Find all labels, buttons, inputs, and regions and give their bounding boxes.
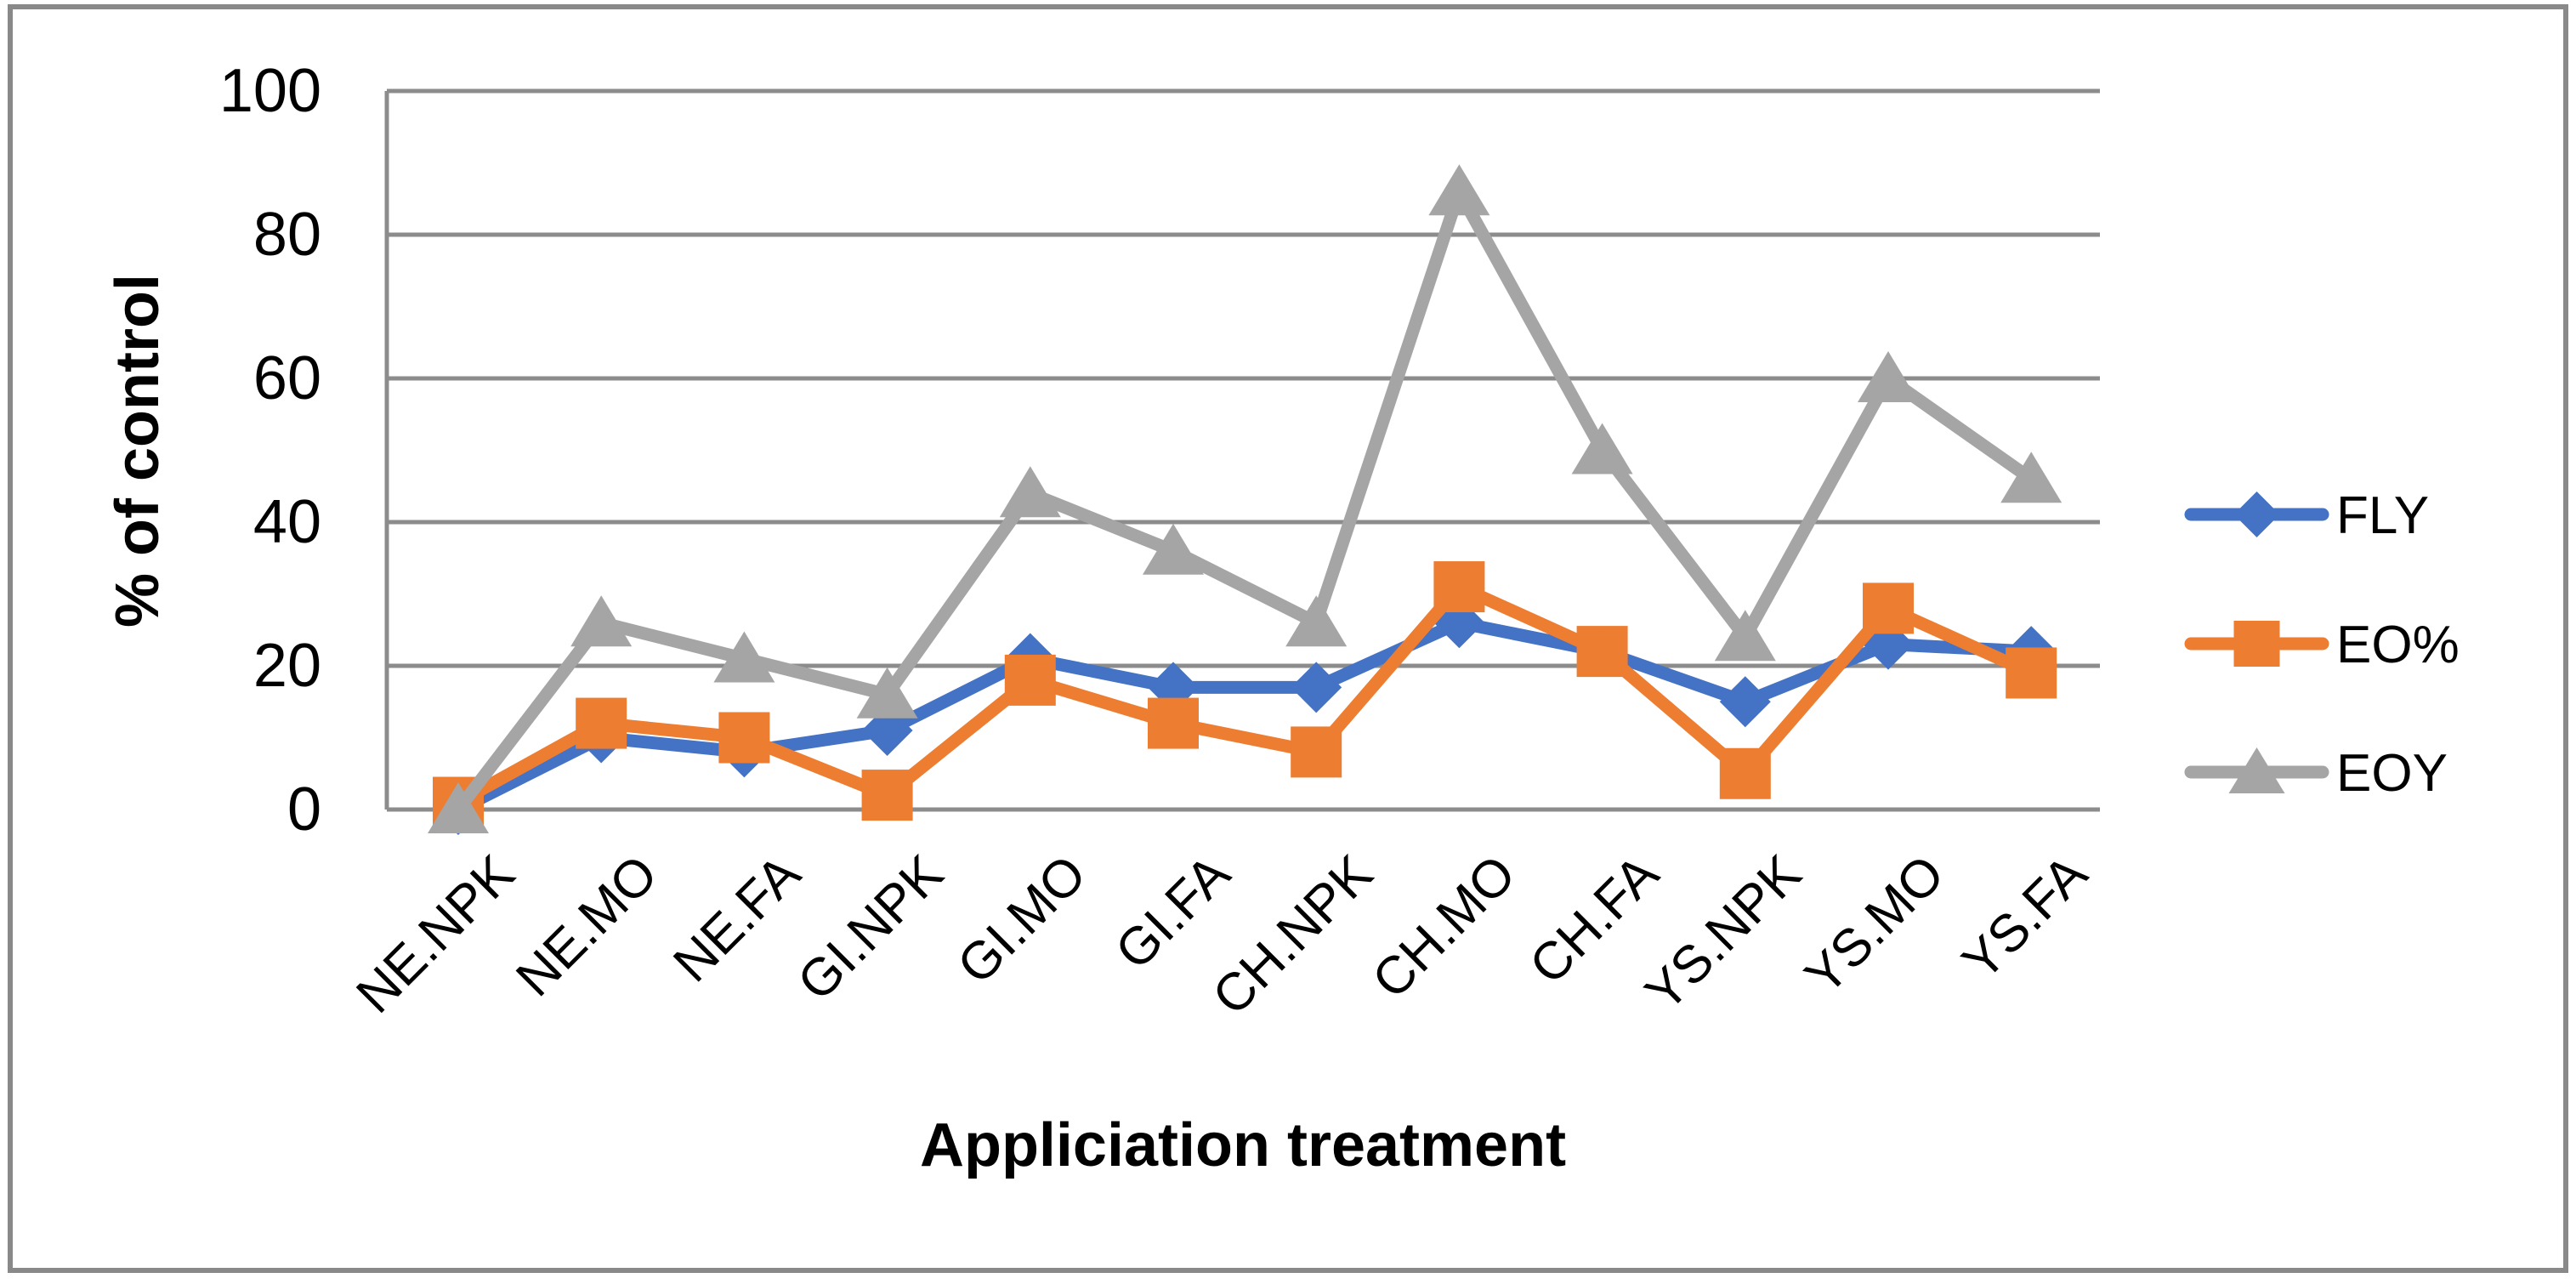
series-FLY — [433, 597, 2057, 835]
triangle-marker-icon — [428, 782, 489, 833]
legend-label: EOY — [2336, 744, 2448, 803]
legend-item: FLY — [2184, 486, 2429, 545]
square-marker-icon — [2233, 621, 2280, 667]
series-line — [451, 580, 2038, 810]
triangle-marker-icon — [2000, 452, 2063, 503]
triangle-marker-icon — [570, 595, 633, 647]
legend-item: EO% — [2184, 616, 2460, 674]
square-marker-icon — [718, 712, 770, 764]
triangle-marker-icon — [1285, 595, 1348, 647]
square-marker-icon — [1433, 561, 1485, 613]
square-marker-icon — [1863, 582, 1914, 634]
square-marker-icon — [2006, 647, 2057, 699]
y-tick-label: 0 — [287, 776, 321, 844]
y-tick-label: 100 — [218, 57, 321, 125]
square-marker-icon — [576, 697, 627, 749]
diamond-marker-icon — [1719, 676, 1771, 728]
legend: FLY EO% EOY — [2184, 486, 2460, 803]
triangle-marker-icon — [1714, 610, 1776, 662]
triangle-marker-icon — [2228, 747, 2285, 793]
square-marker-icon — [1719, 747, 1771, 799]
square-marker-icon — [1004, 654, 1056, 706]
square-marker-icon — [1148, 697, 1199, 749]
diamond-marker-icon — [1291, 662, 1342, 713]
triangle-marker-icon — [1571, 423, 1633, 474]
chart-border — [8, 4, 2568, 1273]
square-marker-icon — [861, 770, 913, 821]
triangle-marker-icon — [1858, 351, 1919, 402]
y-axis-title: % of control — [104, 274, 172, 628]
square-marker-icon — [1576, 626, 1628, 678]
x-axis-title: Appliciation treatment — [919, 1111, 1567, 1179]
triangle-marker-icon — [856, 667, 918, 719]
y-tick-label: 20 — [252, 632, 321, 700]
y-tick-label: 40 — [252, 488, 321, 556]
square-marker-icon — [1291, 726, 1342, 778]
y-tick-label: 80 — [252, 201, 321, 269]
series-EO% — [433, 561, 2057, 828]
y-tick-label: 60 — [252, 344, 321, 412]
triangle-marker-icon — [1428, 164, 1490, 216]
series-line — [451, 185, 2038, 816]
legend-label: EO% — [2336, 616, 2460, 674]
triangle-marker-icon — [999, 466, 1061, 518]
triangle-marker-icon — [713, 631, 775, 683]
triangle-marker-icon — [1143, 523, 1204, 575]
diamond-marker-icon — [2233, 491, 2280, 537]
legend-label: FLY — [2336, 486, 2429, 545]
series-EOY — [428, 164, 2063, 833]
legend-item: EOY — [2184, 744, 2448, 803]
